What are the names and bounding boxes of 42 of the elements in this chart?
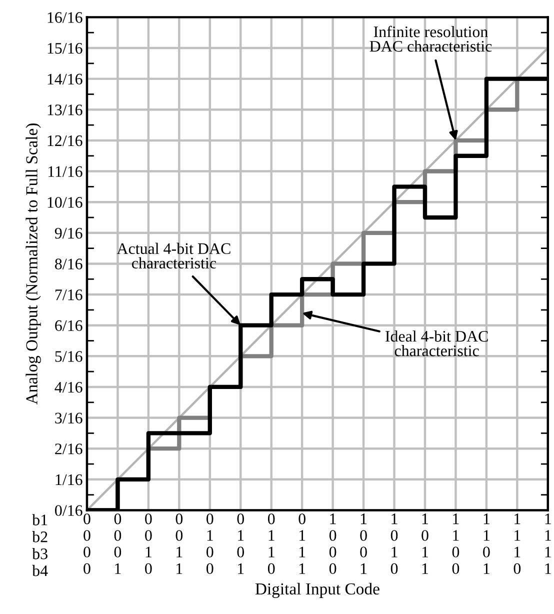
x-tick-label: 1 1 1 1 xyxy=(545,514,551,574)
y-tick-label: 16/16 xyxy=(48,12,82,23)
x-tick-label: 1 0 1 1 xyxy=(422,514,428,574)
x-tick-label: 1 0 0 1 xyxy=(360,514,367,574)
y-tick-label: 9/16 xyxy=(54,228,82,239)
text: b1 xyxy=(32,514,48,526)
x-tick-label: 1 1 0 0 xyxy=(452,514,460,574)
y-tick-label: 15/16 xyxy=(48,42,82,54)
annotation: Infinite resolution DAC characteristic xyxy=(370,26,492,52)
x-tick-label: 0 0 1 0 xyxy=(145,513,152,574)
x-tick-label: 0 1 0 1 xyxy=(237,513,244,574)
x-tick-label: 1 1 0 1 xyxy=(483,514,490,574)
annotation: Actual 4-bit DAC characteristic xyxy=(116,242,230,269)
y-axis-title: Analog Output (Normalized to Full Scale) xyxy=(26,124,41,404)
y-tick-label: 13/16 xyxy=(48,104,82,116)
x-tick-label: 1 0 0 0 xyxy=(329,514,336,574)
y-tick-label: 2/16 xyxy=(55,444,82,454)
y-tick-label: 6/16 xyxy=(55,320,82,332)
x-tick-label: 1 0 1 0 xyxy=(390,514,398,574)
x-tick-label: 0 1 1 1 xyxy=(298,513,306,574)
y-tick-label: 3/16 xyxy=(55,412,82,424)
text: b2 xyxy=(32,531,48,542)
annotation: Ideal 4-bit DAC characteristic xyxy=(385,330,488,356)
x-tick-label: 0 0 0 1 xyxy=(114,513,122,574)
x-axis-title: Digital Input Code xyxy=(255,582,380,598)
x-tick-label: 0 0 1 1 xyxy=(176,513,183,574)
y-tick-label: 11/16 xyxy=(48,166,82,177)
y-tick-label: 0/16 xyxy=(55,505,82,516)
x-tick-label: 1 1 1 0 xyxy=(514,514,521,574)
x-tick-label: 0 1 1 0 xyxy=(268,513,275,574)
y-tick-label: 8/16 xyxy=(55,258,82,270)
y-tick-label: 14/16 xyxy=(48,74,82,85)
y-tick-label: 7/16 xyxy=(55,289,82,300)
text: b3 xyxy=(32,548,48,560)
y-tick-label: 4/16 xyxy=(54,382,82,393)
text: b4 xyxy=(32,564,48,576)
y-tick-label: 1/16 xyxy=(56,474,82,486)
y-tick-label: 12/16 xyxy=(48,135,82,146)
x-tick-label: 0 0 0 0 xyxy=(84,513,90,574)
y-tick-label: 10/16 xyxy=(48,197,82,208)
x-tick-label: 0 1 0 0 xyxy=(206,513,214,574)
y-tick-label: 5/16 xyxy=(55,351,82,362)
